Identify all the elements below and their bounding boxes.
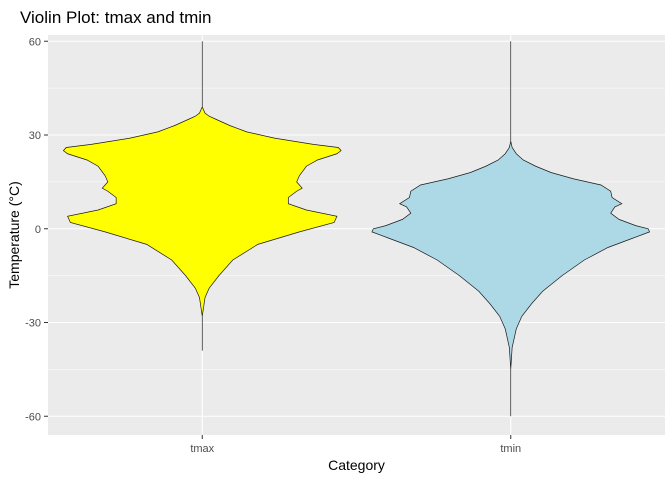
chart-title: Violin Plot: tmax and tmin [20, 8, 212, 27]
x-tick-label-tmax: tmax [190, 443, 214, 455]
y-axis-ticks: -60 -30 0 30 60 [25, 36, 48, 423]
y-tick-label: 0 [35, 224, 41, 236]
x-axis-title: Category [328, 457, 385, 473]
y-tick-label: 30 [29, 130, 41, 142]
violin-tmax [62, 41, 342, 351]
violin-tmin [371, 41, 651, 417]
y-tick-label: -30 [25, 318, 41, 330]
x-tick-label-tmin: tmin [500, 443, 521, 455]
y-axis-title: Temperature (°C) [6, 181, 22, 289]
y-tick-label: 60 [29, 36, 41, 48]
violins [62, 41, 651, 417]
x-axis-ticks: tmax tmin [190, 435, 521, 455]
y-tick-label: -60 [25, 411, 41, 423]
